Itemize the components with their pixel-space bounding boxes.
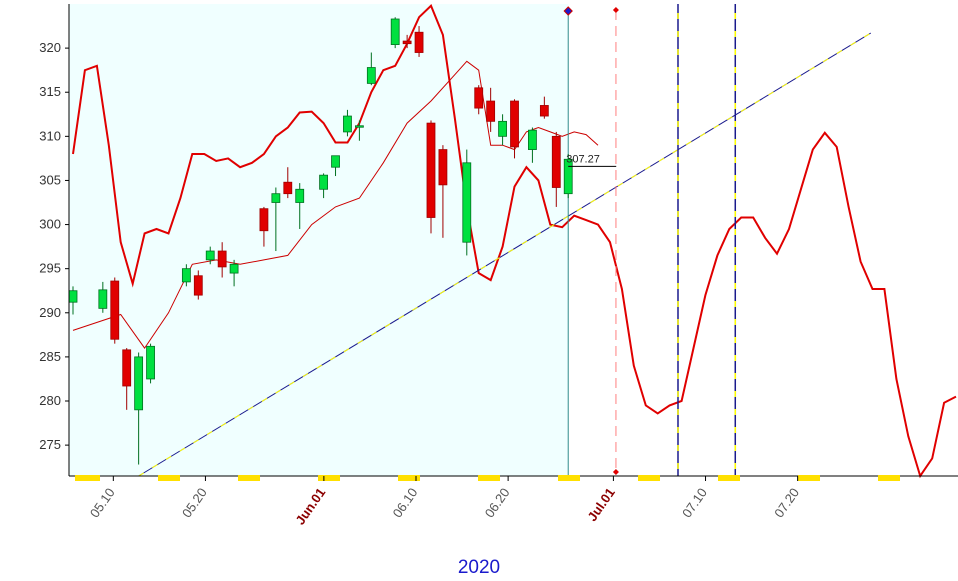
x-tick-label-6: 07.10 xyxy=(679,485,710,520)
price-readout: 307.27 xyxy=(566,153,600,165)
week-strip-7 xyxy=(638,475,660,481)
trendline xyxy=(138,32,871,477)
vline-marker-0 xyxy=(563,6,573,16)
y-tick-label-5: 300 xyxy=(39,217,61,232)
week-strip-0 xyxy=(75,475,100,481)
candle-body-3 xyxy=(122,349,132,387)
week-strip-1 xyxy=(158,475,180,481)
week-strip-10 xyxy=(878,475,900,481)
week-strip-3 xyxy=(318,475,340,481)
y-tick-label-8: 315 xyxy=(39,84,61,99)
candle-body-1 xyxy=(98,289,108,309)
candle-body-7 xyxy=(193,275,203,296)
y-tick-label-9: 320 xyxy=(39,40,61,55)
week-strip-6 xyxy=(558,475,580,481)
history-shade xyxy=(69,4,569,476)
candle-body-27 xyxy=(486,100,496,122)
year-label: 2020 xyxy=(457,557,501,578)
x-tick-label-1: 05.20 xyxy=(179,485,210,520)
candle-body-6 xyxy=(181,268,191,283)
week-strip-2 xyxy=(238,475,260,481)
candle-body-17 xyxy=(343,115,352,133)
candle-body-30 xyxy=(528,129,537,150)
plot-background xyxy=(69,4,958,476)
candle-body-31 xyxy=(539,105,549,117)
candle-body-5 xyxy=(146,345,155,380)
candle-body-14 xyxy=(295,188,305,203)
candle-body-23 xyxy=(426,122,436,218)
candle-body-20 xyxy=(390,18,400,45)
candle-body-18 xyxy=(354,125,364,128)
trendline-base xyxy=(138,32,871,477)
y-tick-label-3: 290 xyxy=(39,305,61,320)
y-tick-label-6: 305 xyxy=(39,172,61,187)
y-axis-ticks: 275 280 285 290 295 300 305 310 315 320 xyxy=(39,40,69,452)
candle-body-2 xyxy=(110,280,120,340)
candle-body-22 xyxy=(414,31,424,53)
candle-body-28 xyxy=(498,120,507,137)
candle-body-0 xyxy=(68,290,78,303)
y-tick-label-1: 280 xyxy=(39,393,61,408)
x-tick-label-2: Jun.01 xyxy=(292,485,328,527)
y-tick-label-0: 275 xyxy=(39,437,61,452)
x-tick-label-0: 05.10 xyxy=(87,485,118,520)
vline-top-1 xyxy=(612,7,619,13)
candle-body-9 xyxy=(217,250,227,268)
x-tick-label-3: 06.10 xyxy=(390,485,421,520)
y-tick-label-4: 295 xyxy=(39,261,61,276)
candle-body-8 xyxy=(205,250,215,261)
band-upper xyxy=(72,4,957,479)
week-strip-9 xyxy=(798,475,820,481)
candle-body-19 xyxy=(366,67,376,84)
candle-body-33 xyxy=(563,158,573,195)
candle-body-12 xyxy=(271,193,281,203)
candle-body-10 xyxy=(229,263,239,274)
week-strip-5 xyxy=(478,475,500,481)
candle-body-32 xyxy=(551,135,561,188)
price-readout-group: 307.27 xyxy=(566,153,617,167)
candle-body-15 xyxy=(319,174,328,190)
band-lines xyxy=(72,4,957,479)
y-tick-label-2: 285 xyxy=(39,349,61,364)
vline-bottom-1 xyxy=(612,469,619,475)
candle-body-25 xyxy=(462,162,472,243)
week-strip-8 xyxy=(718,475,740,481)
x-axis-ticks: 05.10 05.20 Jun.01 06.10 06.20 Jul.01 07.10 07.… xyxy=(87,476,802,527)
candle-body-29 xyxy=(510,100,519,148)
candle-body-16 xyxy=(331,155,340,168)
candle-body-13 xyxy=(283,181,293,195)
y-tick-label-7: 310 xyxy=(39,128,61,143)
band-middle xyxy=(72,60,599,349)
x-tick-label-4: 06.20 xyxy=(482,485,513,520)
candles xyxy=(68,17,573,465)
candle-body-4 xyxy=(134,356,144,411)
candle-body-24 xyxy=(438,149,448,186)
vertical-markers xyxy=(563,4,737,476)
candle-body-26 xyxy=(474,87,484,109)
candle-body-21 xyxy=(402,40,412,45)
candle-body-11 xyxy=(259,208,269,232)
x-tick-label-5: Jul.01 xyxy=(584,485,617,524)
x-tick-label-7: 07.20 xyxy=(771,485,802,520)
axes xyxy=(68,4,958,481)
week-strip-4 xyxy=(398,475,420,481)
